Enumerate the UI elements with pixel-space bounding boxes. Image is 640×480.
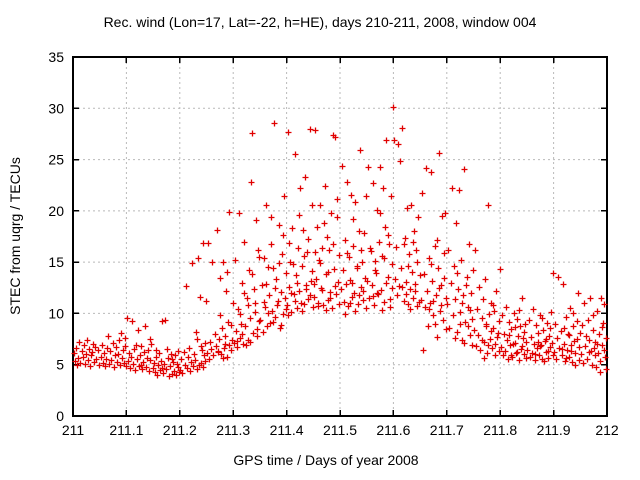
x-tick-label: 211.3 [216, 422, 250, 438]
y-tick-label: 15 [48, 254, 64, 270]
x-tick-label: 211.9 [537, 422, 571, 438]
x-axis-label: GPS time / Days of year 2008 [233, 452, 418, 468]
x-tick-label: 211.6 [376, 422, 410, 438]
x-tick-label: 211.5 [323, 422, 357, 438]
chart-title: Rec. wind (Lon=17, Lat=-22, h=HE), days … [104, 14, 537, 30]
y-tick-label: 10 [48, 305, 64, 321]
x-axis-tick-labels: 211 211.1 211.2 211.3 211.4 211.5 211.6 211.7 21… [62, 422, 619, 438]
x-tick-label: 211.8 [483, 422, 517, 438]
y-tick-label: 25 [48, 152, 64, 168]
x-tick-label: 211.4 [270, 422, 304, 438]
scatter-marker-path [71, 104, 610, 380]
x-tick-label: 211 [62, 422, 85, 438]
y-tick-label: 35 [48, 49, 64, 65]
y-tick-label: 30 [48, 100, 64, 116]
y-axis-tick-labels: 0 5 10 15 20 25 30 35 [48, 49, 64, 424]
x-tick-label: 212 [595, 422, 619, 438]
scatter-points-series [71, 104, 610, 380]
plot-frame [72, 56, 608, 417]
x-tick-label: 211.7 [430, 422, 464, 438]
x-tick-label: 211.2 [163, 422, 197, 438]
x-tick-label: 211.1 [109, 422, 143, 438]
y-tick-label: 20 [48, 203, 64, 219]
y-axis-label: STEC from uqrg / TECUs [7, 157, 23, 315]
grid-lines [73, 57, 607, 416]
y-tick-label: 0 [56, 408, 64, 424]
y-tick-label: 5 [56, 357, 64, 373]
